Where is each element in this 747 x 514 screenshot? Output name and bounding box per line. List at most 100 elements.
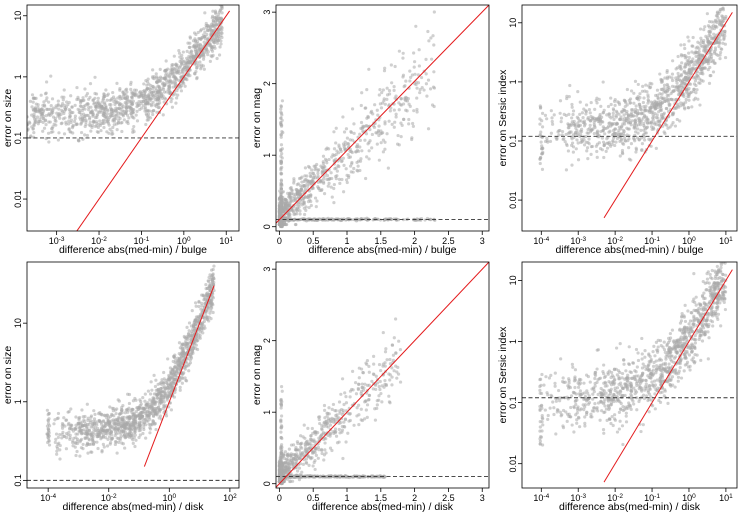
data-point [211, 19, 215, 23]
data-point [115, 107, 120, 111]
tick-label: 3 [262, 10, 272, 15]
data-point [622, 98, 626, 102]
data-point [162, 384, 166, 388]
data-point [50, 126, 54, 130]
data-point [89, 425, 93, 429]
data-point [96, 101, 101, 105]
data-point [721, 41, 725, 45]
data-point [49, 104, 53, 108]
data-point [712, 32, 716, 36]
data-point [637, 111, 641, 115]
data-point [676, 105, 681, 109]
data-point [31, 127, 35, 131]
data-point [170, 105, 175, 109]
data-point [392, 125, 396, 129]
data-point [691, 67, 695, 71]
data-point [306, 179, 310, 183]
data-point [136, 102, 141, 106]
data-point [73, 117, 77, 121]
data-point [148, 426, 152, 430]
data-point [570, 163, 574, 167]
data-point [288, 201, 292, 205]
data-point [213, 16, 218, 20]
data-point [175, 369, 179, 373]
data-point [119, 434, 123, 438]
data-point [683, 107, 687, 111]
data-point [61, 423, 65, 427]
data-point [280, 99, 285, 103]
data-point [549, 131, 553, 135]
data-point [698, 103, 702, 107]
data-point [127, 401, 131, 406]
data-point [217, 53, 222, 57]
data-point [300, 185, 304, 189]
data-point [566, 149, 571, 153]
data-point [301, 196, 305, 201]
data-point [103, 114, 107, 119]
data-point [46, 427, 50, 431]
data-point [44, 136, 48, 141]
data-point [565, 96, 569, 101]
data-point [39, 107, 44, 111]
data-point [643, 107, 647, 111]
data-point [639, 136, 644, 140]
data-point [660, 92, 664, 96]
data-point [336, 151, 341, 155]
data-point [125, 109, 129, 113]
tick-label: 3 [480, 236, 485, 246]
data-point [147, 422, 151, 426]
data-point [117, 429, 122, 433]
data-point [101, 442, 105, 446]
data-point [588, 111, 592, 115]
data-point [724, 0, 727, 2]
plot-area [276, 262, 489, 488]
data-point [618, 154, 622, 158]
data-point [169, 388, 174, 392]
data-point [187, 369, 191, 373]
data-point [181, 50, 185, 54]
data-point [56, 103, 60, 108]
data-point [576, 131, 580, 135]
data-point [723, 29, 727, 33]
data-point [114, 440, 118, 444]
data-point [102, 424, 106, 428]
data-point [687, 98, 691, 102]
data-point [169, 382, 173, 386]
data-point [721, 8, 725, 12]
data-point [584, 110, 588, 114]
data-point [88, 120, 92, 124]
data-point [648, 106, 652, 110]
data-point [642, 96, 646, 100]
data-point [358, 145, 362, 149]
data-point [300, 180, 304, 184]
data-point [340, 177, 344, 182]
data-point [584, 134, 588, 139]
data-point [655, 93, 660, 97]
data-point [410, 136, 414, 140]
data-point [345, 136, 350, 140]
data-point [195, 50, 199, 54]
data-point [105, 413, 109, 417]
data-point [177, 352, 181, 356]
data-point [150, 422, 154, 426]
data-point [47, 434, 51, 438]
data-point [342, 190, 346, 194]
data-point [141, 396, 145, 400]
data-point [78, 426, 82, 430]
data-point [319, 180, 323, 184]
data-point [632, 101, 636, 105]
data-point [62, 132, 67, 136]
data-point [288, 186, 292, 190]
data-point [22, 111, 25, 114]
data-point [288, 212, 292, 217]
data-point [377, 124, 381, 128]
data-point [173, 82, 177, 86]
data-point [151, 68, 155, 72]
tick-label: 1 [13, 399, 23, 404]
data-point [550, 119, 554, 124]
data-point [108, 426, 112, 431]
data-point [365, 155, 369, 159]
data-point [211, 272, 215, 276]
data-point [389, 217, 393, 221]
data-point [283, 208, 287, 212]
